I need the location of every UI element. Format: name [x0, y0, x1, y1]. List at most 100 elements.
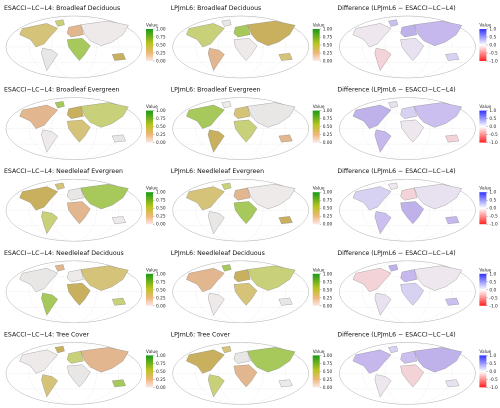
colorbar-tick-label: 0.50 [156, 287, 166, 293]
landmass [19, 186, 58, 211]
panel-title: Difference (LPJmL6 − ESACCI−LC−L4) [337, 331, 455, 338]
landmass [67, 269, 84, 283]
panel-title: Difference (LPJmL6 − ESACCI−LC−L4) [337, 5, 455, 12]
landmass [67, 187, 84, 201]
landmass [41, 48, 58, 71]
landmass [445, 297, 460, 306]
panel-title: ESACCI−LC−L4: Broadleaf Deciduous [4, 5, 120, 12]
colorbar-tick-label: 0.50 [156, 369, 166, 375]
colorbar [312, 273, 320, 306]
landmass [352, 104, 392, 129]
landmass [400, 364, 424, 388]
colorbar-tick-label: -0.5 [489, 377, 498, 383]
landmass [221, 264, 232, 272]
landmass [186, 23, 225, 48]
map-panel: Difference (LPJmL6 − ESACCI−LC−L4) Value1… [337, 331, 498, 405]
landmass [67, 350, 84, 364]
colorbar-tick-label: 0.25 [323, 377, 333, 383]
landmass [207, 211, 225, 235]
legend-title: Value [479, 267, 491, 273]
landmass [388, 101, 399, 109]
landmass [19, 349, 58, 374]
landmass [80, 265, 129, 291]
landmass [67, 106, 84, 119]
landmass [400, 187, 418, 201]
landmass [400, 350, 418, 364]
landmass [67, 38, 91, 61]
colorbar-tick-label: 1.0 [489, 190, 496, 196]
landmass [247, 265, 296, 291]
landmass [278, 134, 293, 143]
colorbar-tick-label: 0.25 [156, 51, 166, 57]
colorbar [146, 29, 153, 61]
colorbar-tick-label: 1.0 [489, 108, 496, 114]
colorbar-tick-label: -0.5 [489, 295, 498, 301]
colorbar-tick-label: 0.0 [489, 206, 496, 212]
colorbar [312, 29, 320, 61]
legend-title: Value [146, 104, 158, 110]
colorbar-tick-label: 0.75 [156, 35, 166, 41]
landmass [233, 187, 251, 201]
colorbar-tick-label: 0.00 [323, 59, 333, 65]
landmass [41, 292, 58, 316]
landmass [80, 347, 129, 373]
colorbar-tick-label: 0.5 [489, 361, 496, 367]
legend-title: Value [479, 349, 491, 355]
legend-title: Value [313, 186, 325, 192]
landmass [413, 102, 463, 128]
panel-title: LPJmL6: Broadleaf Evergreen [171, 87, 261, 94]
colorbar-tick-label: 0.75 [323, 198, 333, 204]
colorbar-tick-label: 0.5 [489, 116, 496, 122]
map-panel: ESACCI−LC−L4: Needleleaf Deciduous Value1… [4, 250, 166, 324]
legend-title: Value [146, 267, 158, 273]
landmass [19, 23, 58, 48]
colorbar-tick-label: 0.50 [156, 43, 166, 49]
colorbar-tick-label: 1.00 [323, 190, 333, 196]
colorbar-tick-label: 0.25 [323, 132, 333, 138]
landmass [445, 134, 460, 143]
landmass [233, 282, 258, 306]
legend-title: Value [479, 23, 491, 29]
legend-title: Value [479, 104, 491, 110]
colorbar-tick-label: 0.75 [156, 198, 166, 204]
panel-title: LPJmL6: Tree Cover [171, 331, 231, 338]
colorbar-tick-label: 0.00 [156, 222, 166, 228]
colorbar-tick-label: 1.00 [156, 271, 166, 277]
landmass [388, 345, 399, 354]
panel-title: ESACCI−LC−L4: Broadleaf Evergreen [4, 87, 119, 94]
colorbar-tick-label: 0.00 [323, 222, 333, 228]
landmass [374, 48, 392, 71]
colorbar [146, 110, 153, 143]
landmass [207, 374, 225, 398]
landmass [111, 53, 126, 61]
colorbar-tick-label: 1.00 [323, 353, 333, 359]
landmass [278, 297, 293, 306]
legend-title: Value [313, 104, 325, 110]
colorbar [479, 273, 487, 306]
map-panel: Difference (LPJmL6 − ESACCI−LC−L4) Value1… [337, 5, 498, 79]
panel-title: LPJmL6: Needleleaf Evergreen [171, 168, 264, 175]
landmass [400, 106, 418, 119]
colorbar-tick-label: 0.0 [489, 124, 496, 130]
colorbar-tick-label: 0.25 [323, 214, 333, 220]
colorbar-tick-label: 0.00 [156, 303, 166, 309]
landmass [19, 268, 58, 292]
landmass [186, 104, 225, 129]
landmass [400, 24, 418, 38]
legend-title: Value [313, 23, 325, 29]
colorbar-tick-label: 1.0 [489, 27, 496, 33]
landmass [400, 269, 418, 283]
landmass [374, 211, 392, 235]
legend-title: Value [146, 23, 158, 29]
landmass [54, 182, 65, 190]
colorbar-tick-label: 0.50 [323, 287, 333, 293]
colorbar-tick-label: 1.00 [323, 108, 333, 114]
landmass [233, 24, 251, 38]
landmass [400, 119, 424, 143]
colorbar-tick-label: 1.00 [156, 27, 166, 33]
landmass [247, 184, 296, 210]
landmass [67, 282, 91, 306]
